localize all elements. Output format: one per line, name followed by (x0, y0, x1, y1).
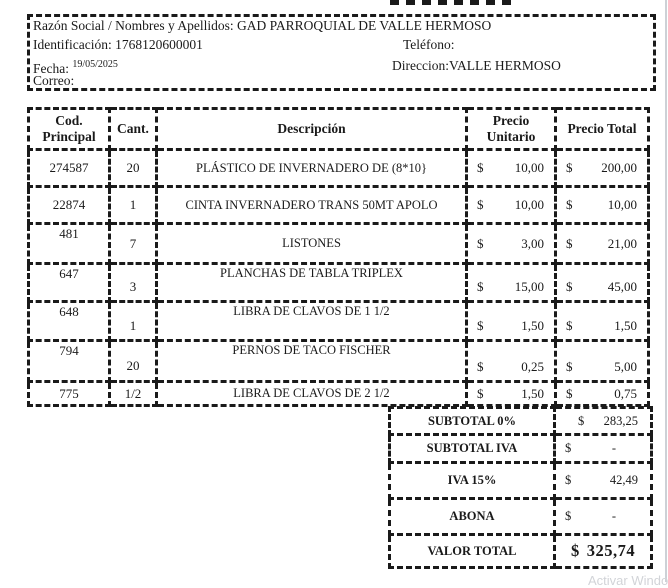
correo-label: Correo: (33, 73, 75, 88)
table-row: 775 1/2 LIBRA DE CLAVOS DE 2 1/2 $1,50 $… (27, 380, 650, 407)
item-code: 794 (27, 339, 111, 383)
summary-value-total: $325,74 (553, 533, 653, 569)
summary-table: SUBTOTAL 0% $283,25 SUBTOTAL IVA $ - IVA … (388, 406, 653, 569)
razon-social-line: Razón Social / Nombres y Apellidos: GAD … (33, 18, 492, 33)
summary-row-valor-total: VALOR TOTAL $325,74 (388, 533, 653, 569)
item-code: 648 (27, 300, 111, 342)
cut-off-text-fragment (390, 0, 518, 5)
item-desc: LIBRA DE CLAVOS DE 2 1/2 (155, 380, 468, 407)
header-cod-principal: Cod. Principal (27, 107, 111, 151)
currency-symbol: $ (477, 279, 484, 294)
summary-value: $ - (553, 433, 653, 464)
summary-label: SUBTOTAL 0% (388, 406, 556, 436)
direccion-line: Direccion:VALLE HERMOSO (392, 58, 561, 73)
item-desc: PLÁSTICO DE INVERNADERO DE (8*10} (155, 148, 468, 188)
table-row: 647 3 PLANCHAS DE TABLA TRIPLEX $15,00 $… (27, 262, 650, 303)
item-qty: 20 (108, 148, 158, 188)
item-code: 647 (27, 262, 111, 303)
item-total-price: $10,00 (554, 185, 650, 225)
item-desc: LIBRA DE CLAVOS DE 1 1/2 (155, 300, 468, 342)
currency-symbol: $ (477, 318, 484, 333)
summary-value: $ - (553, 497, 653, 536)
item-total-price: $21,00 (554, 222, 650, 265)
header-precio-total: Precio Total (554, 107, 650, 151)
summary-label: SUBTOTAL IVA (388, 433, 556, 464)
summary-row-subtotal-0: SUBTOTAL 0% $283,25 (388, 406, 653, 436)
item-total-price: $5,00 (554, 339, 650, 383)
item-total-price: $200,00 (554, 148, 650, 188)
currency-symbol: $ (477, 359, 484, 374)
item-unit-price: $3,00 (465, 222, 557, 265)
item-unit-price: $10,00 (465, 185, 557, 225)
summary-row-iva-15: IVA 15% $42,49 (388, 461, 653, 500)
item-unit-price: $10,00 (465, 148, 557, 188)
item-desc: PERNOS DE TACO FISCHER (155, 339, 468, 383)
table-row: 648 1 LIBRA DE CLAVOS DE 1 1/2 $1,50 $1,… (27, 300, 650, 342)
header-cant: Cant. (108, 107, 158, 151)
summary-row-abona: ABONA $ - (388, 497, 653, 536)
item-desc: CINTA INVERNADERO TRANS 50MT APOLO (155, 185, 468, 225)
currency-symbol: $ (566, 197, 573, 212)
table-row: 794 20 PERNOS DE TACO FISCHER $0,25 $5,0… (27, 339, 650, 383)
item-desc: LISTONES (155, 222, 468, 265)
summary-value: $42,49 (553, 461, 653, 500)
customer-info-box: Razón Social / Nombres y Apellidos: GAD … (27, 14, 656, 91)
currency-symbol: $ (566, 235, 573, 251)
currency-symbol: $ (477, 235, 484, 251)
summary-label: IVA 15% (388, 461, 556, 500)
telefono-label: Teléfono: (403, 37, 455, 52)
summary-row-subtotal-iva: SUBTOTAL IVA $ - (388, 433, 653, 464)
item-qty: 20 (108, 339, 158, 383)
currency-symbol: $ (565, 473, 572, 487)
fecha-line: Fecha: 19/05/2025 (33, 59, 118, 77)
summary-value: $283,25 (553, 406, 653, 436)
table-row: 481 7 LISTONES $3,00 $21,00 (27, 222, 650, 265)
summary-label: ABONA (388, 497, 556, 536)
item-unit-price: $1,50 (465, 380, 557, 407)
item-code: 22874 (27, 185, 111, 225)
currency-symbol: $ (565, 509, 572, 523)
activate-windows-watermark: Activar Windows (588, 573, 668, 588)
currency-symbol: $ (566, 359, 573, 374)
currency-symbol: $ (477, 160, 484, 175)
currency-symbol: $ (566, 318, 573, 333)
identificacion-line: Identificación: 1768120600001 (33, 37, 203, 52)
item-desc: PLANCHAS DE TABLA TRIPLEX (155, 262, 468, 303)
currency-symbol: $ (578, 413, 585, 428)
item-qty: 1/2 (108, 380, 158, 407)
item-qty: 3 (108, 262, 158, 303)
currency-symbol: $ (566, 385, 573, 401)
item-code: 481 (27, 222, 111, 265)
table-row: 274587 20 PLÁSTICO DE INVERNADERO DE (8*… (27, 148, 650, 188)
item-total-price: $1,50 (554, 300, 650, 342)
currency-symbol: $ (565, 441, 572, 455)
item-total-price: $0,75 (554, 380, 650, 407)
header-descripcion: Descripción (155, 107, 468, 151)
item-unit-price: $1,50 (465, 300, 557, 342)
header-precio-unitario: Precio Unitario (465, 107, 557, 151)
items-table: Cod. Principal Cant. Descripción Precio … (27, 107, 650, 407)
fecha-label: Fecha: (33, 61, 69, 76)
currency-symbol: $ (566, 279, 573, 294)
item-unit-price: $0,25 (465, 339, 557, 383)
items-header-row: Cod. Principal Cant. Descripción Precio … (27, 107, 650, 151)
item-code: 775 (27, 380, 111, 407)
currency-symbol: $ (566, 160, 573, 175)
item-total-price: $45,00 (554, 262, 650, 303)
currency-symbol: $ (477, 197, 484, 212)
item-qty: 1 (108, 300, 158, 342)
item-unit-price: $15,00 (465, 262, 557, 303)
item-code: 274587 (27, 148, 111, 188)
item-qty: 1 (108, 185, 158, 225)
page-right-edge (665, 0, 667, 582)
currency-symbol: $ (570, 541, 580, 560)
table-row: 22874 1 CINTA INVERNADERO TRANS 50MT APO… (27, 185, 650, 225)
summary-label: VALOR TOTAL (388, 533, 556, 569)
item-qty: 7 (108, 222, 158, 265)
fecha-value: 19/05/2025 (72, 59, 118, 70)
currency-symbol: $ (477, 385, 484, 401)
